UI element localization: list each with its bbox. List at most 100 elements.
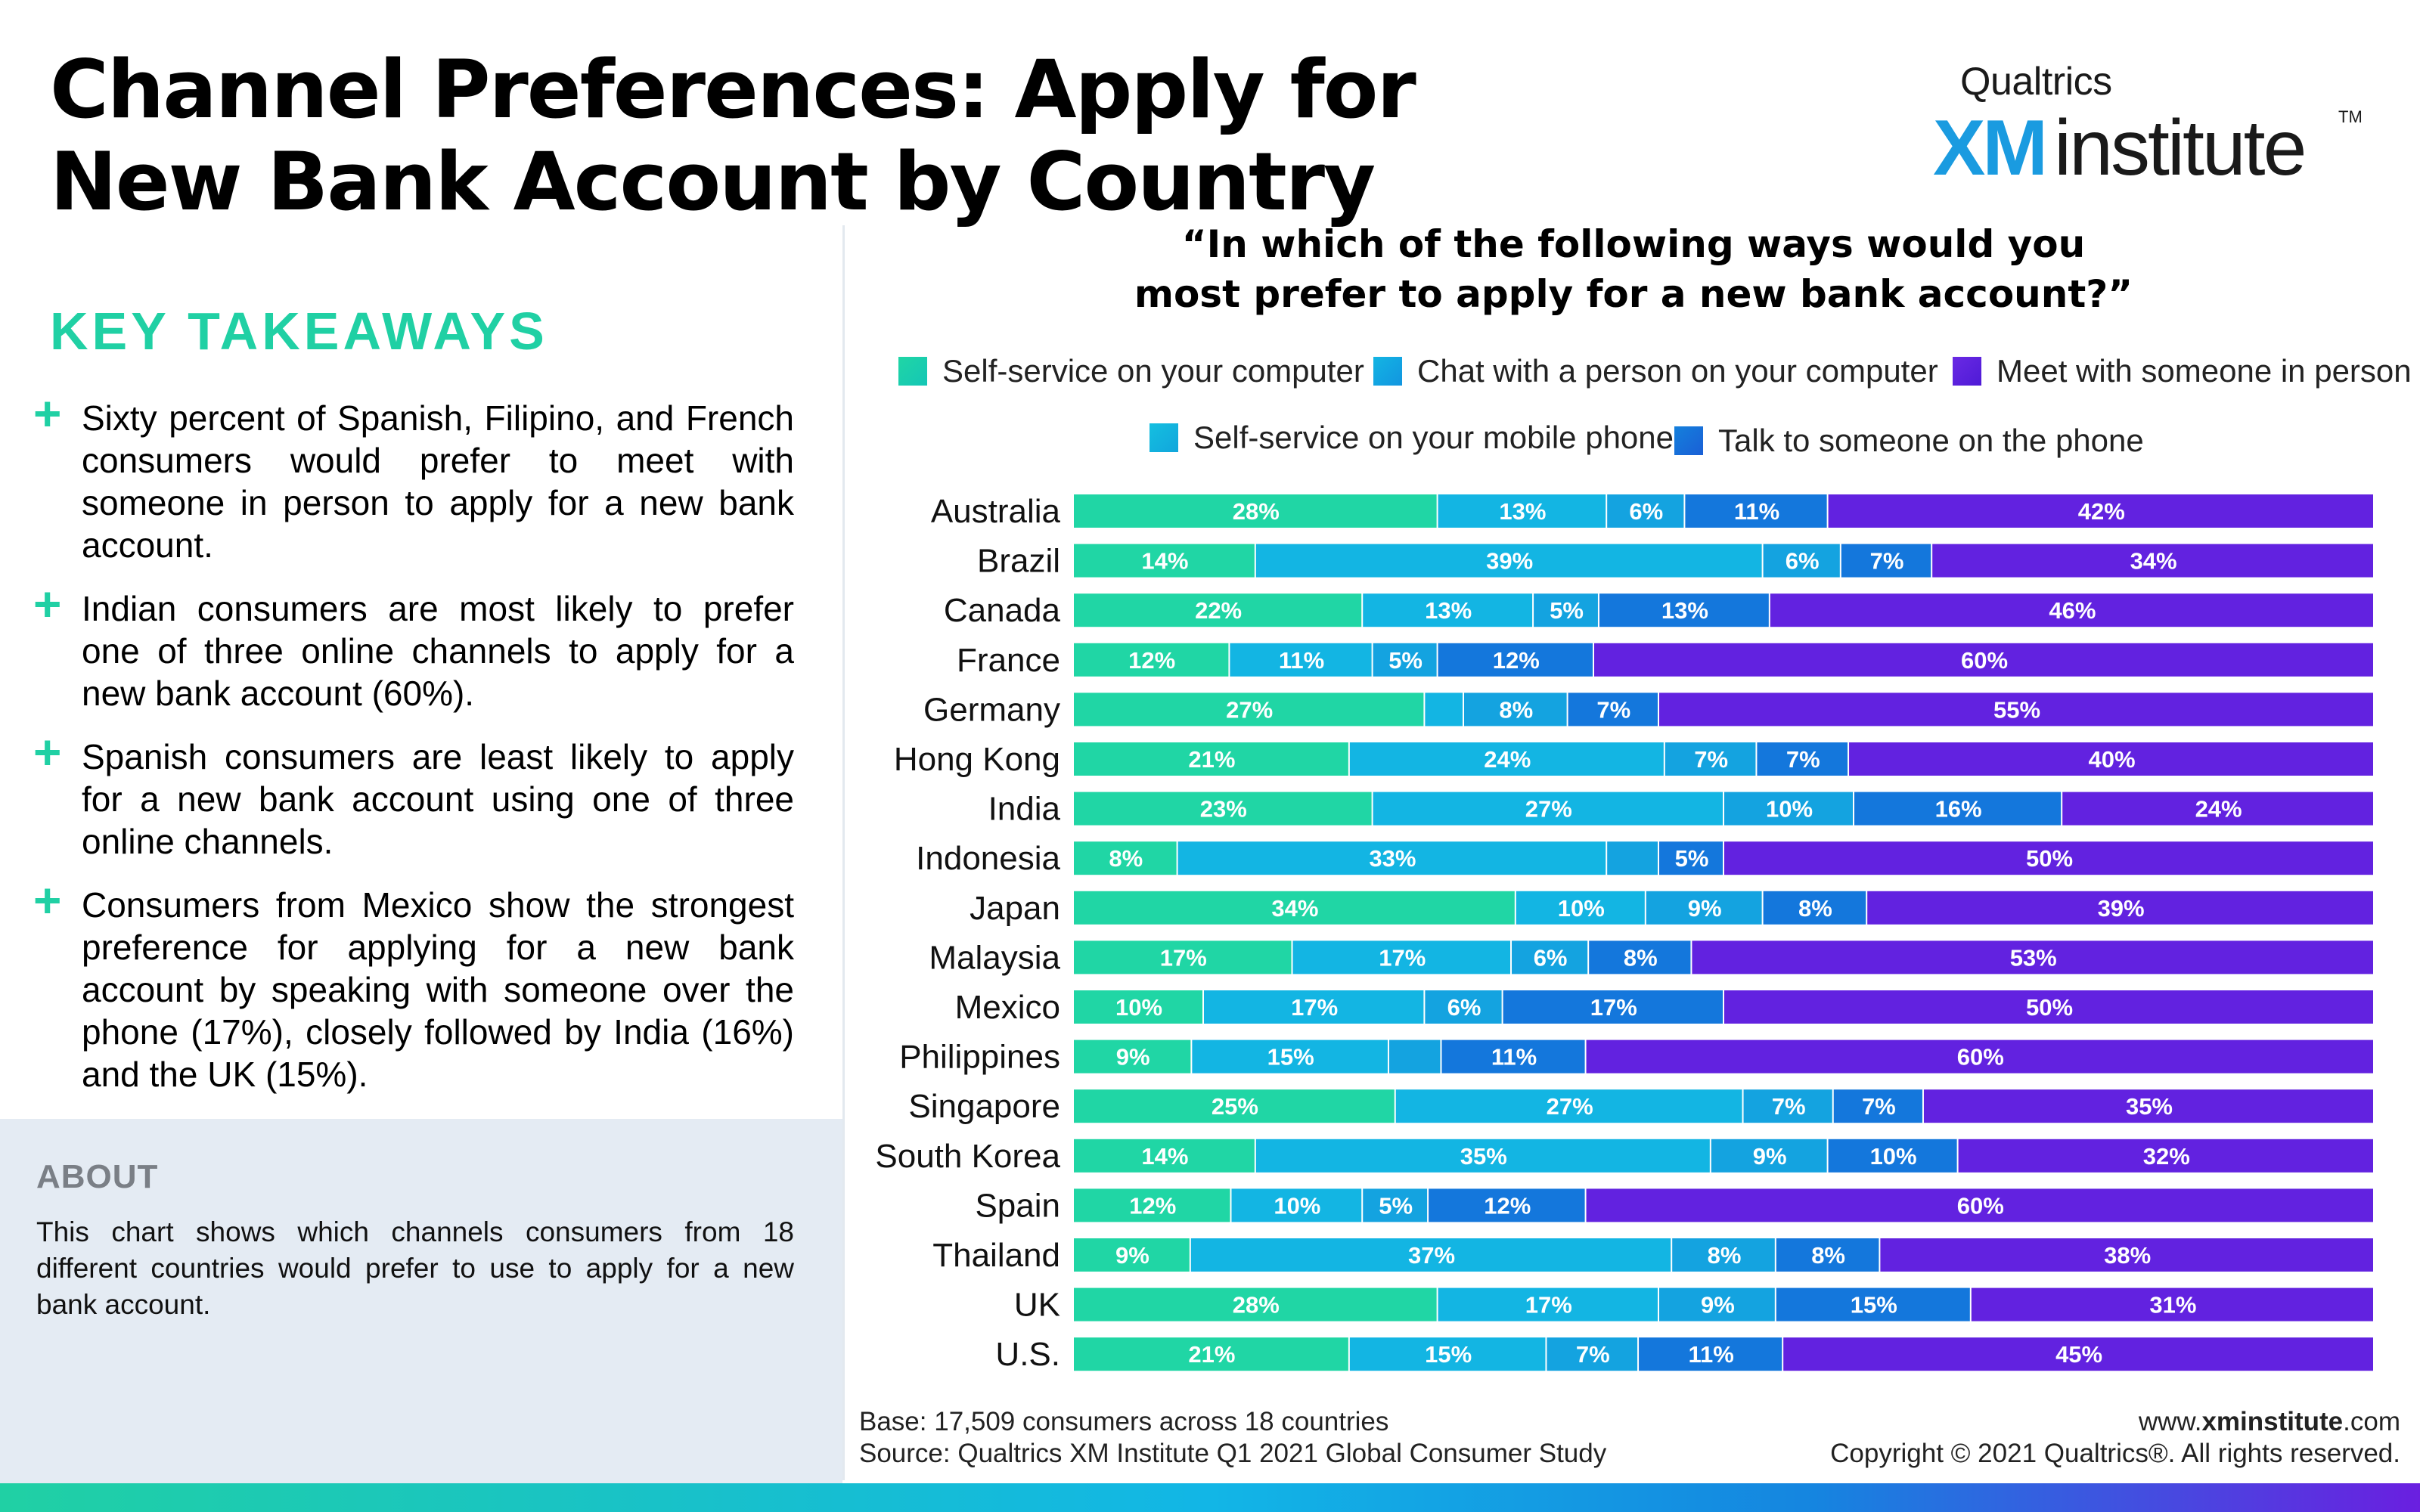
bar-segment-uk-self-service-on-your-mobile-phone: [1659, 1287, 1775, 1321]
legend-swatch: [1953, 357, 1981, 386]
footer-notes: Base: 17,509 consumers across 18 countri…: [859, 1406, 1606, 1470]
takeaway-text: Consumers from Mexico show the strongest…: [82, 885, 794, 1094]
bar-segment-indonesia-meet-with-someone-in-person: [1724, 841, 2373, 875]
bar-segment-hong-kong-talk-to-someone-on-the-phone: [1757, 742, 1848, 776]
data-label-india-self-service-on-your-mobile-phone: 10%: [1766, 796, 1813, 823]
page-title: Channel Preferences: Apply for New Bank …: [50, 43, 1416, 228]
bar-segment-u-s-meet-with-someone-in-person: [1783, 1337, 2373, 1371]
bar-segment-singapore-talk-to-someone-on-the-phone: [1833, 1089, 1922, 1123]
chart-title-line-2: most prefer to apply for a new bank acco…: [1134, 272, 2133, 316]
chart-title-line-1: “In which of the following ways would yo…: [1181, 222, 2086, 266]
website-link[interactable]: www.xminstitute.com: [2138, 1407, 2400, 1436]
qualtrics-xm-institute-logo[interactable]: Qualtrics XM institute TM: [1933, 54, 2363, 192]
about-panel: ABOUT This chart shows which channels co…: [0, 1119, 842, 1485]
stacked-bar-chart: Australia 28% 13% 6% 11% 42% Brazil 14% 39% 6% 7% 3…: [875, 493, 2373, 1373]
data-label-japan-self-service-on-your-mobile-phone: 9%: [1688, 895, 1722, 922]
data-label-spain-self-service-on-your-mobile-phone: 5%: [1379, 1192, 1413, 1219]
data-label-canada-self-service-on-your-computer: 22%: [1195, 597, 1242, 624]
data-label-australia-talk-to-someone-on-the-phone: 11%: [1734, 498, 1779, 525]
data-label-india-chat-with-a-person-on-your-computer: 27%: [1525, 796, 1572, 823]
data-label-philippines-self-service-on-your-computer: 9%: [1116, 1044, 1150, 1070]
category-label-hong-kong: Hong Kong: [894, 741, 1060, 778]
data-label-malaysia-meet-with-someone-in-person: 53%: [2010, 944, 2057, 971]
data-label-malaysia-chat-with-a-person-on-your-computer: 17%: [1379, 944, 1426, 971]
data-label-u-s-self-service-on-your-mobile-phone: 7%: [1576, 1341, 1610, 1368]
bar-segment-india-chat-with-a-person-on-your-computer: [1373, 792, 1723, 826]
bar-segment-canada-self-service-on-your-mobile-phone: [1534, 593, 1598, 627]
bar-segment-germany-meet-with-someone-in-person: [1659, 692, 2373, 727]
bar-segment-brazil-chat-with-a-person-on-your-computer: [1255, 544, 1762, 578]
about-heading: ABOUT: [36, 1158, 159, 1195]
data-label-canada-talk-to-someone-on-the-phone: 13%: [1661, 597, 1708, 624]
category-label-japan: Japan: [970, 890, 1060, 927]
legend-swatch: [1674, 426, 1703, 455]
data-label-brazil-chat-with-a-person-on-your-computer: 39%: [1486, 548, 1533, 575]
data-label-australia-chat-with-a-person-on-your-computer: 13%: [1499, 498, 1546, 525]
data-label-u-s-talk-to-someone-on-the-phone: 11%: [1688, 1341, 1733, 1368]
bar-segment-spain-self-service-on-your-computer: [1074, 1188, 1230, 1222]
bar-segment-mexico-self-service-on-your-computer: [1074, 990, 1202, 1024]
bar-segment-thailand-talk-to-someone-on-the-phone: [1776, 1238, 1879, 1272]
takeaway-text: Indian consumers are most likely to pref…: [82, 589, 794, 713]
bar-segment-hong-kong-self-service-on-your-computer: [1074, 742, 1348, 776]
data-label-mexico-talk-to-someone-on-the-phone: 17%: [1590, 994, 1637, 1021]
bar-segment-philippines-talk-to-someone-on-the-phone: [1441, 1040, 1585, 1074]
bar-segment-canada-meet-with-someone-in-person: [1770, 593, 2373, 627]
data-label-thailand-talk-to-someone-on-the-phone: 8%: [1811, 1242, 1845, 1269]
data-label-germany-self-service-on-your-mobile-phone: 8%: [1499, 696, 1533, 723]
data-label-singapore-talk-to-someone-on-the-phone: 7%: [1862, 1093, 1896, 1120]
data-label-mexico-meet-with-someone-in-person: 50%: [2026, 994, 2073, 1021]
data-label-spain-self-service-on-your-computer: 12%: [1129, 1192, 1176, 1219]
bar-segment-malaysia-self-service-on-your-mobile-phone: [1512, 940, 1588, 974]
data-label-mexico-chat-with-a-person-on-your-computer: 17%: [1291, 994, 1338, 1021]
category-label-australia: Australia: [931, 493, 1061, 530]
bar-segment-japan-self-service-on-your-mobile-phone: [1646, 891, 1762, 925]
plus-icon: +: [33, 386, 62, 441]
bar-segment-germany-chat-with-a-person-on-your-computer: [1425, 692, 1463, 727]
data-label-philippines-talk-to-someone-on-the-phone: 11%: [1491, 1044, 1537, 1070]
bar-segment-uk-chat-with-a-person-on-your-computer: [1438, 1287, 1658, 1321]
bar-segment-mexico-meet-with-someone-in-person: [1724, 990, 2373, 1024]
category-label-india: India: [988, 791, 1061, 828]
legend-item-self-service-mobile: Self-service on your mobile phone: [1150, 420, 1674, 456]
data-label-germany-talk-to-someone-on-the-phone: 7%: [1596, 696, 1630, 723]
bar-segment-france-talk-to-someone-on-the-phone: [1438, 643, 1593, 677]
data-label-brazil-talk-to-someone-on-the-phone: 7%: [1870, 548, 1904, 575]
bar-segment-spain-chat-with-a-person-on-your-computer: [1231, 1188, 1362, 1222]
bar-segment-france-self-service-on-your-computer: [1074, 643, 1229, 677]
bar-segment-uk-talk-to-someone-on-the-phone: [1776, 1287, 1970, 1321]
data-label-india-talk-to-someone-on-the-phone: 16%: [1935, 796, 1982, 823]
bar-segment-south-korea-self-service-on-your-computer: [1074, 1139, 1255, 1173]
about-text: This chart shows which channels consumer…: [36, 1216, 794, 1320]
bar-segment-u-s-self-service-on-your-computer: [1074, 1337, 1348, 1371]
bar-segment-singapore-self-service-on-your-computer: [1074, 1089, 1395, 1123]
data-label-singapore-meet-with-someone-in-person: 35%: [2126, 1093, 2173, 1120]
data-label-brazil-meet-with-someone-in-person: 34%: [2130, 548, 2177, 575]
data-label-uk-talk-to-someone-on-the-phone: 15%: [1851, 1292, 1897, 1318]
bar-segment-thailand-self-service-on-your-computer: [1074, 1238, 1190, 1272]
bar-segment-indonesia-self-service-on-your-computer: [1074, 841, 1177, 875]
data-label-mexico-self-service-on-your-mobile-phone: 6%: [1447, 994, 1481, 1021]
bar-segment-hong-kong-meet-with-someone-in-person: [1849, 742, 2373, 776]
logo-institute: institute: [2054, 104, 2307, 192]
category-label-france: France: [957, 642, 1060, 679]
data-label-france-self-service-on-your-computer: 12%: [1128, 647, 1175, 674]
data-label-japan-meet-with-someone-in-person: 39%: [2098, 895, 2145, 922]
data-label-brazil-self-service-on-your-computer: 14%: [1141, 548, 1188, 575]
data-label-hong-kong-meet-with-someone-in-person: 40%: [2089, 746, 2136, 773]
data-label-indonesia-chat-with-a-person-on-your-computer: 33%: [1369, 845, 1416, 872]
bar-segment-u-s-chat-with-a-person-on-your-computer: [1349, 1337, 1546, 1371]
bar-segment-india-self-service-on-your-mobile-phone: [1724, 792, 1853, 826]
bottom-gradient-strip: [0, 1483, 2420, 1512]
data-label-spain-talk-to-someone-on-the-phone: 12%: [1484, 1192, 1531, 1219]
data-label-indonesia-meet-with-someone-in-person: 50%: [2026, 845, 2073, 872]
data-label-thailand-meet-with-someone-in-person: 38%: [2104, 1242, 2151, 1269]
legend-item-chat-computer: Chat with a person on your computer: [1373, 353, 1938, 389]
bar-segment-thailand-self-service-on-your-mobile-phone: [1672, 1238, 1775, 1272]
bar-segment-australia-self-service-on-your-mobile-phone: [1607, 494, 1684, 528]
bar-segment-japan-talk-to-someone-on-the-phone: [1763, 891, 1866, 925]
bar-segment-brazil-talk-to-someone-on-the-phone: [1841, 544, 1931, 578]
bar-segment-u-s-self-service-on-your-mobile-phone: [1547, 1337, 1638, 1371]
bar-segment-south-korea-meet-with-someone-in-person: [1958, 1139, 2373, 1173]
bar-segment-germany-self-service-on-your-mobile-phone: [1464, 692, 1567, 727]
